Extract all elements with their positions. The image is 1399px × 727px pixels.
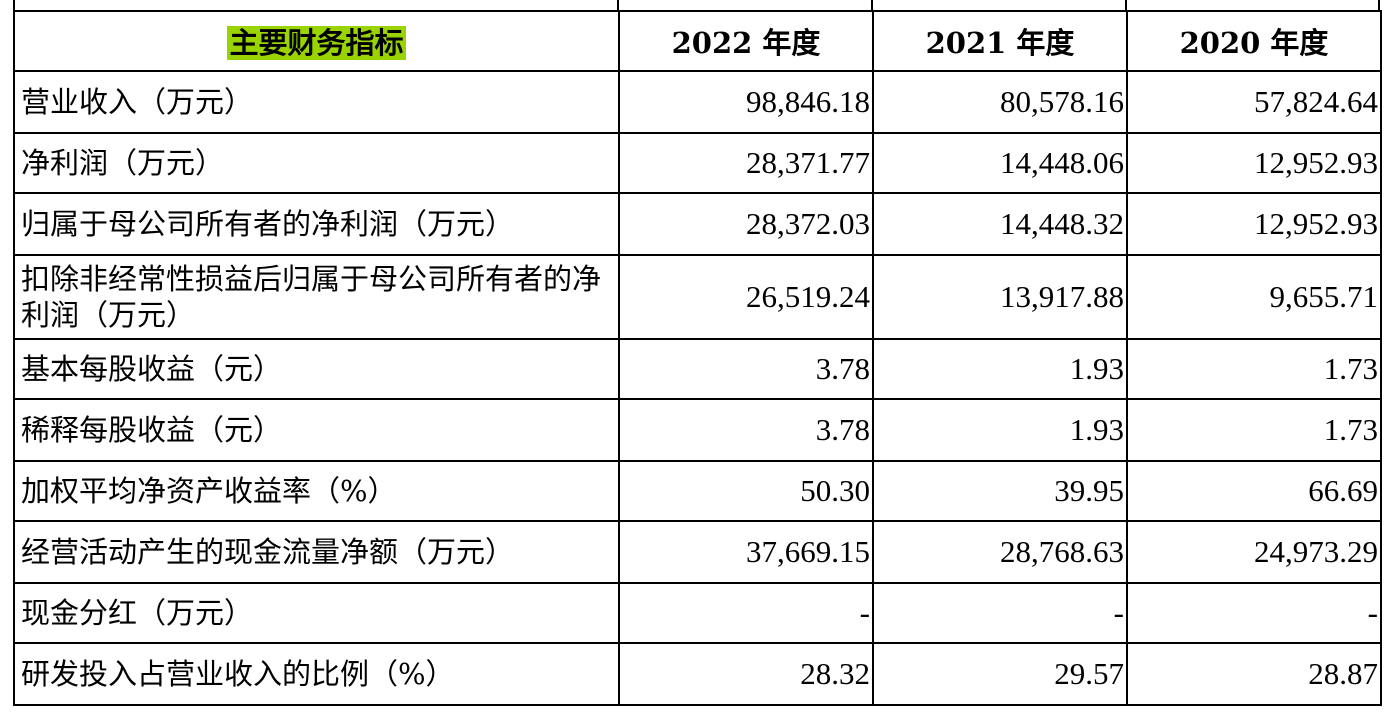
cell-value: -: [872, 582, 1128, 644]
year-header-2021: 2021 年度: [872, 10, 1128, 72]
table-row: 稀释每股收益（元） 3.78 1.93 1.73: [13, 398, 1382, 462]
cell-value: 28,768.63: [872, 520, 1128, 584]
cell-value: 1.73: [1126, 398, 1382, 462]
row-label: 稀释每股收益（元）: [13, 398, 620, 462]
financial-indicators-table: 主要财务指标 2022 年度 2021 年度 2020 年度 营业收入（万元） …: [13, 10, 1382, 706]
table-row: 加权平均净资产收益率（%） 50.30 39.95 66.69: [13, 460, 1382, 522]
cell-value: 66.69: [1126, 460, 1382, 522]
cell-value: 39.95: [872, 460, 1128, 522]
indicator-header-label: 主要财务指标: [227, 26, 406, 60]
cell-value: 12,952.93: [1126, 132, 1382, 194]
cell-value: 37,669.15: [618, 520, 874, 584]
cell-value: 1.93: [872, 398, 1128, 462]
cell-value: 9,655.71: [1126, 254, 1382, 340]
cell-value: 50.30: [618, 460, 874, 522]
cell-value: 24,973.29: [1126, 520, 1382, 584]
table-row: 归属于母公司所有者的净利润（万元） 28,372.03 14,448.32 12…: [13, 192, 1382, 256]
cell-value: 28.32: [618, 642, 874, 706]
cell-value: 98,846.18: [618, 70, 874, 134]
cell-value: 28.87: [1126, 642, 1382, 706]
year-header-2022: 2022 年度: [618, 10, 874, 72]
cell-value: -: [618, 582, 874, 644]
cell-value: 29.57: [872, 642, 1128, 706]
table-row: 研发投入占营业收入的比例（%） 28.32 29.57 28.87: [13, 642, 1382, 706]
row-label: 加权平均净资产收益率（%）: [13, 460, 620, 522]
row-label: 研发投入占营业收入的比例（%）: [13, 642, 620, 706]
cell-value: 57,824.64: [1126, 70, 1382, 134]
cell-value: 13,917.88: [872, 254, 1128, 340]
table-top-edge: [13, 0, 1380, 10]
cell-value: 14,448.32: [872, 192, 1128, 256]
table-row: 经营活动产生的现金流量净额（万元） 37,669.15 28,768.63 24…: [13, 520, 1382, 584]
table-row: 净利润（万元） 28,371.77 14,448.06 12,952.93: [13, 132, 1382, 194]
table-row: 营业收入（万元） 98,846.18 80,578.16 57,824.64: [13, 70, 1382, 134]
cell-value: 26,519.24: [618, 254, 874, 340]
indicator-header: 主要财务指标: [13, 10, 620, 72]
cell-value: 3.78: [618, 338, 874, 400]
cell-value: 14,448.06: [872, 132, 1128, 194]
cell-value: 28,371.77: [618, 132, 874, 194]
row-label: 经营活动产生的现金流量净额（万元）: [13, 520, 620, 584]
row-label: 归属于母公司所有者的净利润（万元）: [13, 192, 620, 256]
cell-value: -: [1126, 582, 1382, 644]
cell-value: 12,952.93: [1126, 192, 1382, 256]
table-header-row: 主要财务指标 2022 年度 2021 年度 2020 年度: [13, 10, 1382, 72]
cell-value: 28,372.03: [618, 192, 874, 256]
row-label: 净利润（万元）: [13, 132, 620, 194]
table-row: 基本每股收益（元） 3.78 1.93 1.73: [13, 338, 1382, 400]
table-row: 现金分红（万元） - - -: [13, 582, 1382, 644]
row-label: 基本每股收益（元）: [13, 338, 620, 400]
year-header-2020: 2020 年度: [1126, 10, 1382, 72]
cell-value: 1.93: [872, 338, 1128, 400]
cell-value: 1.73: [1126, 338, 1382, 400]
cell-value: 80,578.16: [872, 70, 1128, 134]
row-label: 现金分红（万元）: [13, 582, 620, 644]
row-label: 营业收入（万元）: [13, 70, 620, 134]
cell-value: 3.78: [618, 398, 874, 462]
row-label: 扣除非经常性损益后归属于母公司所有者的净利润（万元）: [13, 254, 620, 340]
table-row: 扣除非经常性损益后归属于母公司所有者的净利润（万元） 26,519.24 13,…: [13, 254, 1382, 340]
